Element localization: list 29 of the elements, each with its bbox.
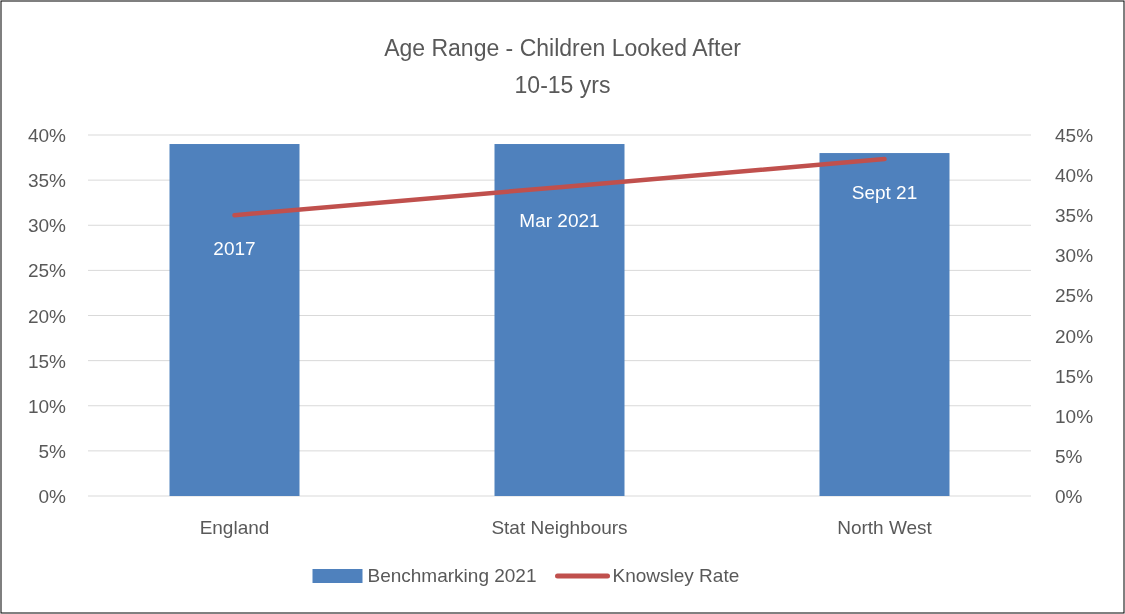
y2-tick-label: 25%	[1055, 285, 1094, 307]
chart-title: Age Range - Children Looked After	[384, 35, 742, 61]
y-tick-label: 30%	[27, 215, 67, 237]
y-tick-label: 10%	[27, 395, 67, 417]
legend-label: Benchmarking 2021	[367, 565, 537, 586]
annotation: 2017	[213, 238, 256, 260]
y-tick-label: 15%	[27, 350, 67, 372]
y2-tick-label: 0%	[1055, 486, 1083, 507]
y-tick-label: 0%	[38, 486, 67, 507]
x-tick-label: Stat Neighbours	[491, 517, 628, 538]
y-tick-label: 40%	[27, 125, 67, 146]
y2-tick-label: 30%	[1055, 245, 1094, 267]
annotation: Mar 2021	[519, 210, 600, 232]
y2-tick-label: 15%	[1055, 365, 1094, 387]
chart-subtitle: 10-15 yrs	[514, 72, 611, 98]
y2-tick-label: 45%	[1055, 125, 1094, 146]
legend-label: Knowsley Rate	[612, 565, 740, 586]
y-tick-label: 25%	[27, 260, 67, 282]
y-tick-label: 35%	[27, 170, 67, 192]
annotation: Sept 21	[851, 182, 918, 204]
y-tick-label: 20%	[27, 305, 67, 327]
x-tick-label: England	[199, 517, 270, 538]
y2-tick-label: 35%	[1055, 205, 1094, 227]
x-tick-label: North West	[837, 517, 933, 538]
y2-tick-label: 20%	[1055, 325, 1094, 347]
y2-tick-label: 5%	[1055, 445, 1083, 467]
y2-tick-label: 10%	[1055, 405, 1094, 427]
y-tick-label: 5%	[38, 440, 67, 462]
y2-tick-label: 40%	[1055, 165, 1094, 187]
